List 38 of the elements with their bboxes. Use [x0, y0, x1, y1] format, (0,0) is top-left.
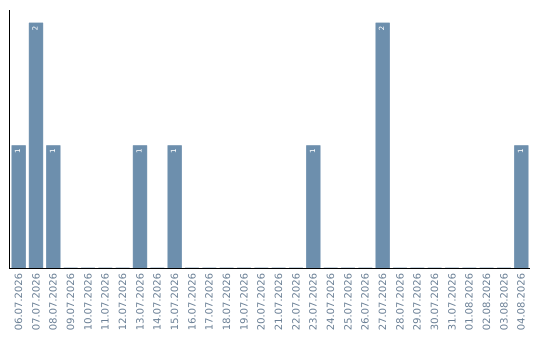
x-tick-label: 17.07.2026: [204, 273, 216, 330]
x-tick-label: 08.07.2026: [48, 273, 60, 330]
x-tick-label: 27.07.2026: [378, 273, 389, 330]
x-tick-label: 03.08.2026: [499, 273, 510, 330]
data-label: 2: [30, 26, 40, 30]
x-tick-label: 20.07.2026: [256, 273, 268, 330]
x-tick-label: 15.07.2026: [170, 273, 181, 330]
x-tick-label: 07.07.2026: [31, 273, 42, 330]
data-label: 1: [134, 148, 144, 153]
data-label: 1: [308, 148, 317, 153]
data-label: 2: [377, 26, 386, 30]
x-tick-label: 18.07.2026: [222, 273, 233, 330]
x-tick-label: 11.07.2026: [100, 273, 112, 330]
x-tick-label: 09.07.2026: [66, 273, 77, 330]
x-tick-label: 04.08.2026: [516, 273, 528, 330]
x-tick-label: 12.07.2026: [118, 273, 129, 330]
x-tick-label: 23.07.2026: [308, 273, 320, 330]
data-label: 1: [169, 148, 178, 153]
data-label: 1: [13, 148, 22, 153]
x-tick-label: 26.07.2026: [360, 273, 372, 330]
x-tick-label: 10.07.2026: [83, 273, 94, 330]
x-tick-label: 13.07.2026: [135, 273, 146, 330]
x-tick-label: 19.07.2026: [239, 273, 250, 330]
x-tick-label: 31.07.2026: [447, 273, 458, 330]
data-label: 1: [48, 148, 57, 153]
x-tick-label: 21.07.2026: [274, 273, 285, 330]
x-tick-label: 02.08.2026: [482, 273, 493, 330]
x-tick-label: 29.07.2026: [412, 273, 424, 330]
x-tick-label: 16.07.2026: [187, 273, 198, 330]
x-tick-label: 28.07.2026: [395, 273, 406, 330]
x-tick-label: 22.07.2026: [291, 273, 302, 330]
data-label: 1: [516, 148, 525, 153]
x-tick-label: 30.07.2026: [430, 273, 441, 330]
x-tick-label: 24.07.2026: [326, 273, 337, 330]
x-tick-label: 01.08.2026: [464, 273, 476, 330]
x-tick-label: 06.07.2026: [14, 273, 25, 330]
x-tick-label: 14.07.2026: [152, 273, 164, 330]
x-tick-label: 25.07.2026: [343, 273, 354, 330]
